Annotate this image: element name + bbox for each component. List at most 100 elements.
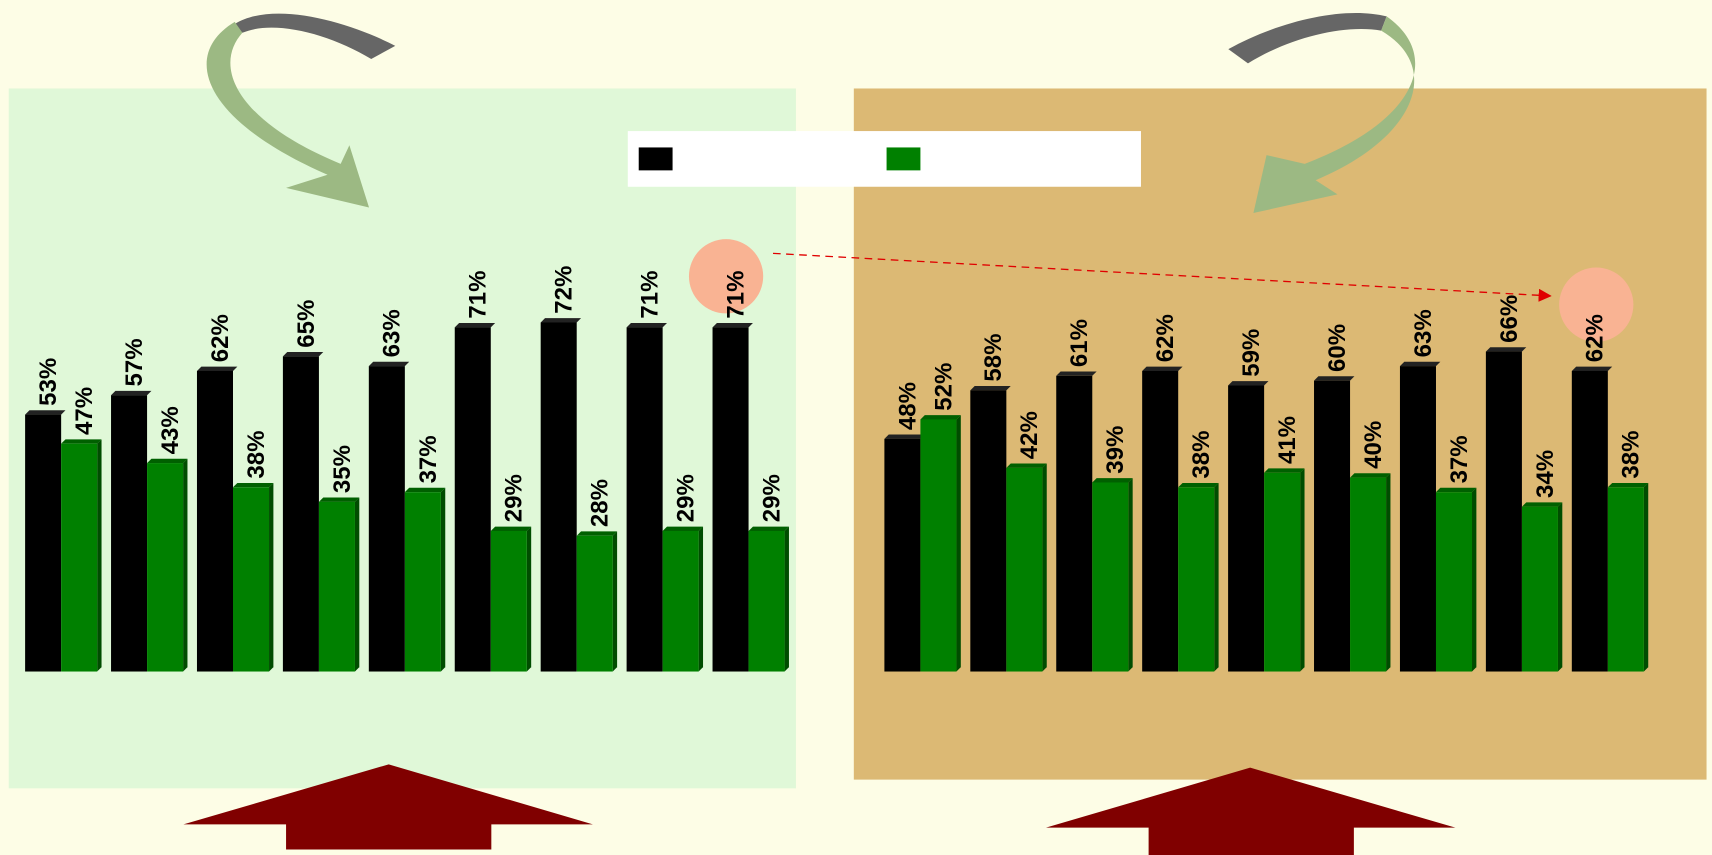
bar-side <box>97 439 102 672</box>
bar <box>970 390 1007 672</box>
bar-side <box>526 526 532 672</box>
bar-side <box>440 487 446 672</box>
value-label: 38% <box>1618 430 1645 478</box>
bar <box>368 366 405 672</box>
bar-side <box>1472 487 1477 672</box>
bar <box>111 395 148 672</box>
bar-top <box>970 385 1011 391</box>
bar-side <box>354 497 360 672</box>
curved-arrow-right <box>1228 13 1416 213</box>
bar-top <box>111 390 152 396</box>
bars: 53% 57% 62% 65% 63% 71% 72% 71% 71% 47% 43% 38% 35% 3… <box>25 266 1649 672</box>
bar-top <box>540 318 582 323</box>
value-label: 39% <box>1102 426 1129 474</box>
bar <box>61 443 98 672</box>
value-label: 59% <box>1238 329 1265 377</box>
highlight-circle <box>688 239 764 314</box>
bar <box>1178 487 1215 672</box>
bar-top <box>1399 361 1441 367</box>
bar-top <box>1092 478 1133 483</box>
up-arrow-left <box>183 764 593 850</box>
value-label: 60% <box>1324 324 1351 372</box>
bar <box>147 463 184 672</box>
value-label: 62% <box>1582 314 1609 362</box>
value-label: 38% <box>1188 430 1215 478</box>
bar-side <box>1042 463 1047 672</box>
value-label: 71% <box>722 271 749 319</box>
bar-top <box>884 434 925 439</box>
bar-top <box>196 366 238 371</box>
highlight-circle <box>1559 267 1634 342</box>
value-label: 52% <box>930 363 957 411</box>
bar-top <box>1006 463 1047 468</box>
bar-top <box>318 497 360 502</box>
value-label: 65% <box>293 300 320 348</box>
bar-top <box>61 439 102 444</box>
bar-side <box>1300 468 1305 672</box>
bar-side <box>784 526 789 672</box>
bar <box>662 530 699 672</box>
bar-side <box>1214 482 1219 672</box>
legend-box <box>627 131 1141 187</box>
bar <box>1142 370 1179 672</box>
curved-arrow-left <box>206 13 396 208</box>
bar-side <box>269 482 274 672</box>
bar <box>540 322 577 672</box>
bar <box>1228 385 1265 672</box>
bar <box>1006 467 1043 672</box>
bar-top <box>404 487 446 493</box>
value-label: 57% <box>121 338 148 386</box>
bar-top <box>454 322 496 328</box>
bar <box>25 414 62 672</box>
value-label: 62% <box>1152 314 1179 362</box>
value-label: 29% <box>758 474 785 522</box>
value-label: 41% <box>1274 416 1301 464</box>
bar-top <box>368 361 410 367</box>
connector-arrow <box>772 252 1552 302</box>
bar-top <box>1607 482 1649 488</box>
bar <box>1521 506 1558 672</box>
bar <box>454 327 491 672</box>
value-label: 58% <box>980 334 1007 382</box>
bar <box>282 356 319 672</box>
bar-top <box>1521 502 1563 507</box>
bar <box>318 501 355 672</box>
bar-top <box>626 322 668 328</box>
value-label: 38% <box>243 430 270 478</box>
bar-top <box>490 526 532 531</box>
bar <box>1350 477 1387 672</box>
value-label: 37% <box>1446 435 1473 483</box>
bar-top <box>1435 487 1477 493</box>
bar-side <box>1557 502 1563 672</box>
bar-side <box>1643 482 1649 672</box>
value-label: 71% <box>465 271 492 319</box>
bar <box>196 370 233 672</box>
value-label: 71% <box>637 271 664 319</box>
value-label: 43% <box>157 406 184 454</box>
bar-top <box>1264 468 1305 473</box>
value-label: 63% <box>379 309 406 357</box>
legend-swatch <box>638 147 673 171</box>
bar-side <box>698 526 704 672</box>
bar <box>576 535 613 672</box>
bar-side <box>956 415 961 672</box>
bar-top <box>232 482 274 488</box>
bar <box>232 487 270 672</box>
bar-top <box>282 352 324 357</box>
bar-top <box>662 526 704 531</box>
bar-side <box>183 458 188 672</box>
bar <box>884 438 921 672</box>
bar <box>1607 487 1644 672</box>
bar <box>1435 492 1473 672</box>
bar <box>1092 482 1129 672</box>
value-label: 47% <box>71 387 98 435</box>
bar-top <box>1228 381 1269 386</box>
value-label: 66% <box>1496 295 1523 343</box>
bar-top <box>712 322 753 328</box>
bar <box>1314 380 1351 672</box>
up-arrow-right <box>1045 767 1456 855</box>
bar <box>1264 472 1301 672</box>
bar <box>1485 351 1522 672</box>
bar <box>748 530 785 672</box>
